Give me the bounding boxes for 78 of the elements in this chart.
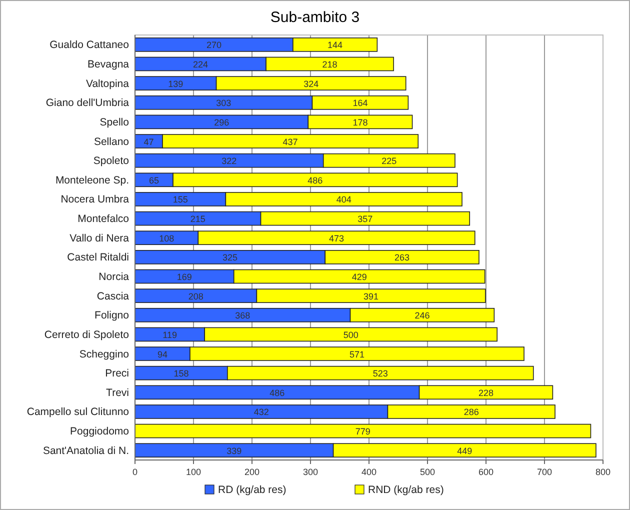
data-label: 571 <box>349 349 365 360</box>
data-label: 108 <box>159 233 174 244</box>
data-label: 119 <box>162 330 177 340</box>
data-label: 429 <box>352 272 367 282</box>
data-label: 225 <box>382 156 397 166</box>
data-label: 139 <box>168 78 184 89</box>
y-tick-label: Cerreto di Spoleto <box>44 328 130 341</box>
y-tick-label: Trevi <box>106 386 129 399</box>
legend-label: RND (kg/ab res) <box>368 484 444 496</box>
data-label: 437 <box>282 136 298 147</box>
data-label: 473 <box>329 233 344 244</box>
data-label: 449 <box>457 446 472 456</box>
y-tick-label: Spoleto <box>93 155 130 168</box>
data-label: 164 <box>352 98 368 108</box>
y-tick-label: Preci <box>105 368 129 380</box>
data-label: 486 <box>308 175 323 186</box>
y-tick-label: Campello sul Clitunno <box>26 406 130 418</box>
data-label: 368 <box>235 310 250 321</box>
data-label: 523 <box>372 368 388 379</box>
data-label: 322 <box>222 156 237 166</box>
bar <box>134 424 592 438</box>
legend-label: RD (kg/ab res) <box>218 484 286 496</box>
data-label: 158 <box>174 368 189 379</box>
y-tick-label: Giano dell'Umbria <box>46 97 130 110</box>
data-label: 286 <box>464 407 479 418</box>
data-label: 432 <box>254 407 269 418</box>
y-tick-label: Sant'Anatolia di N. <box>42 444 129 457</box>
x-tick-label: 600 <box>478 467 494 477</box>
x-tick-label: 200 <box>244 467 260 477</box>
data-label: 94 <box>157 349 168 360</box>
data-label: 178 <box>352 117 368 128</box>
data-label: 324 <box>304 78 319 89</box>
data-label: 246 <box>414 310 430 321</box>
data-label: 155 <box>172 194 188 205</box>
y-tick-label: Vallo di Nera <box>70 232 130 244</box>
x-tick-label: 500 <box>420 467 436 477</box>
data-label: 215 <box>190 214 206 224</box>
data-label: 303 <box>216 98 232 108</box>
data-label: 228 <box>478 388 494 398</box>
data-label: 218 <box>322 59 338 70</box>
y-tick-label: Foligno <box>94 310 130 322</box>
data-label: 144 <box>328 40 343 50</box>
data-label: 500 <box>343 330 358 340</box>
y-tick-label: Poggiodomo <box>70 426 130 438</box>
data-label: 224 <box>193 59 208 70</box>
data-label: 339 <box>226 446 242 456</box>
data-label: 208 <box>188 291 204 302</box>
x-tick-label: 300 <box>302 467 318 477</box>
x-tick-label: 800 <box>595 467 611 477</box>
data-label: 391 <box>364 291 379 302</box>
data-label: 296 <box>214 117 230 128</box>
y-tick-label: Gualdo Cattaneo <box>50 39 130 52</box>
chart-title: Sub-ambito 3 <box>270 9 360 26</box>
data-label: 47 <box>144 136 154 147</box>
data-label: 65 <box>149 175 160 186</box>
data-label: 169 <box>176 272 192 282</box>
data-label: 779 <box>355 426 370 437</box>
data-label: 263 <box>394 252 410 263</box>
y-tick-label: Sellano <box>94 136 130 148</box>
y-tick-label: Cascia <box>96 290 130 302</box>
x-tick-label: 100 <box>186 467 202 477</box>
y-tick-label: Monteleone Sp. <box>55 174 129 186</box>
x-tick-label: 700 <box>536 467 552 477</box>
y-tick-label: Montefalco <box>78 213 130 226</box>
x-tick-label: 0 <box>132 467 138 477</box>
y-tick-label: Castel Ritaldi <box>67 252 129 264</box>
y-tick-label: Spello <box>100 116 130 128</box>
y-tick-label: Norcia <box>98 270 130 283</box>
data-label: 404 <box>336 194 352 205</box>
data-label: 357 <box>358 214 373 224</box>
data-label: 486 <box>270 388 285 398</box>
x-tick-label: 400 <box>361 467 377 477</box>
y-tick-label: Nocera Umbra <box>60 194 130 206</box>
y-tick-label: Bevagna <box>88 58 130 70</box>
y-tick-label: Scheggino <box>79 348 130 360</box>
y-tick-label: Valtopina <box>86 78 130 90</box>
data-label: 325 <box>222 252 238 263</box>
data-label: 270 <box>206 40 222 50</box>
